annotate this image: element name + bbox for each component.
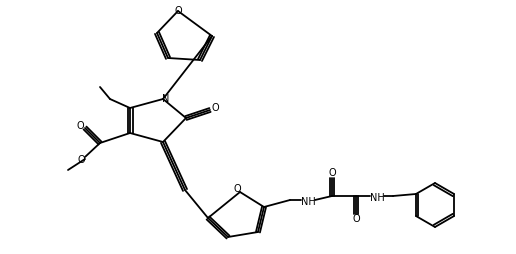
Text: O: O [76,121,84,131]
Text: NH: NH [301,197,315,207]
Text: O: O [328,168,336,178]
Text: O: O [174,6,182,16]
Text: N: N [163,94,170,104]
Text: O: O [352,214,360,224]
Text: O: O [233,184,241,194]
Text: NH: NH [369,193,384,203]
Text: O: O [77,155,85,165]
Text: O: O [211,103,219,113]
